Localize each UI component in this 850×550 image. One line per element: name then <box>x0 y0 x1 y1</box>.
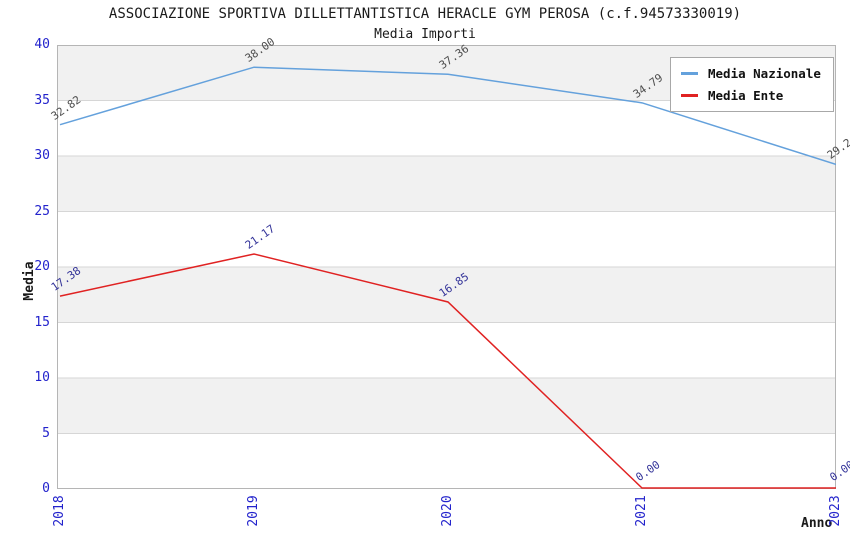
y-tick-label: 30 <box>34 148 50 163</box>
y-tick-label: 35 <box>34 92 50 108</box>
plot-border <box>57 45 836 489</box>
y-tick-label: 10 <box>34 370 50 385</box>
x-tick-label: 2018 <box>52 495 67 527</box>
chart-subtitle: Media Importi <box>374 27 476 42</box>
y-tick-label: 5 <box>42 425 50 441</box>
y-tick-label: 20 <box>34 259 50 274</box>
legend-item-media-nazionale: Media Nazionale <box>681 66 821 81</box>
background-band <box>57 378 836 434</box>
background-band <box>57 267 836 323</box>
y-tick-label: 25 <box>34 203 50 219</box>
media-ente-line-swatch <box>681 94 698 97</box>
y-tick-label: 0 <box>42 481 50 496</box>
y-tick-label: 15 <box>34 314 50 330</box>
y-tick-label: 40 <box>34 37 50 52</box>
media-ente-line <box>59 253 836 489</box>
x-axis-label: Anno <box>801 516 833 531</box>
background-band <box>57 156 836 212</box>
legend: Media Nazionale Media Ente <box>670 57 834 112</box>
x-tick-label: 2019 <box>246 495 261 527</box>
legend-label-media-ente: Media Ente <box>708 88 784 103</box>
x-tick-label: 2021 <box>634 495 649 527</box>
plot-area <box>57 45 836 489</box>
x-tick-label: 2020 <box>440 495 455 527</box>
media-nazionale-line <box>59 66 836 166</box>
x-tick-label: 2023 <box>828 495 843 527</box>
legend-label-media-nazionale: Media Nazionale <box>708 66 821 81</box>
media-nazionale-line-swatch <box>681 72 698 75</box>
legend-item-media-ente: Media Ente <box>681 88 821 103</box>
chart-title: ASSOCIAZIONE SPORTIVA DILLETTANTISTICA H… <box>108 6 742 22</box>
